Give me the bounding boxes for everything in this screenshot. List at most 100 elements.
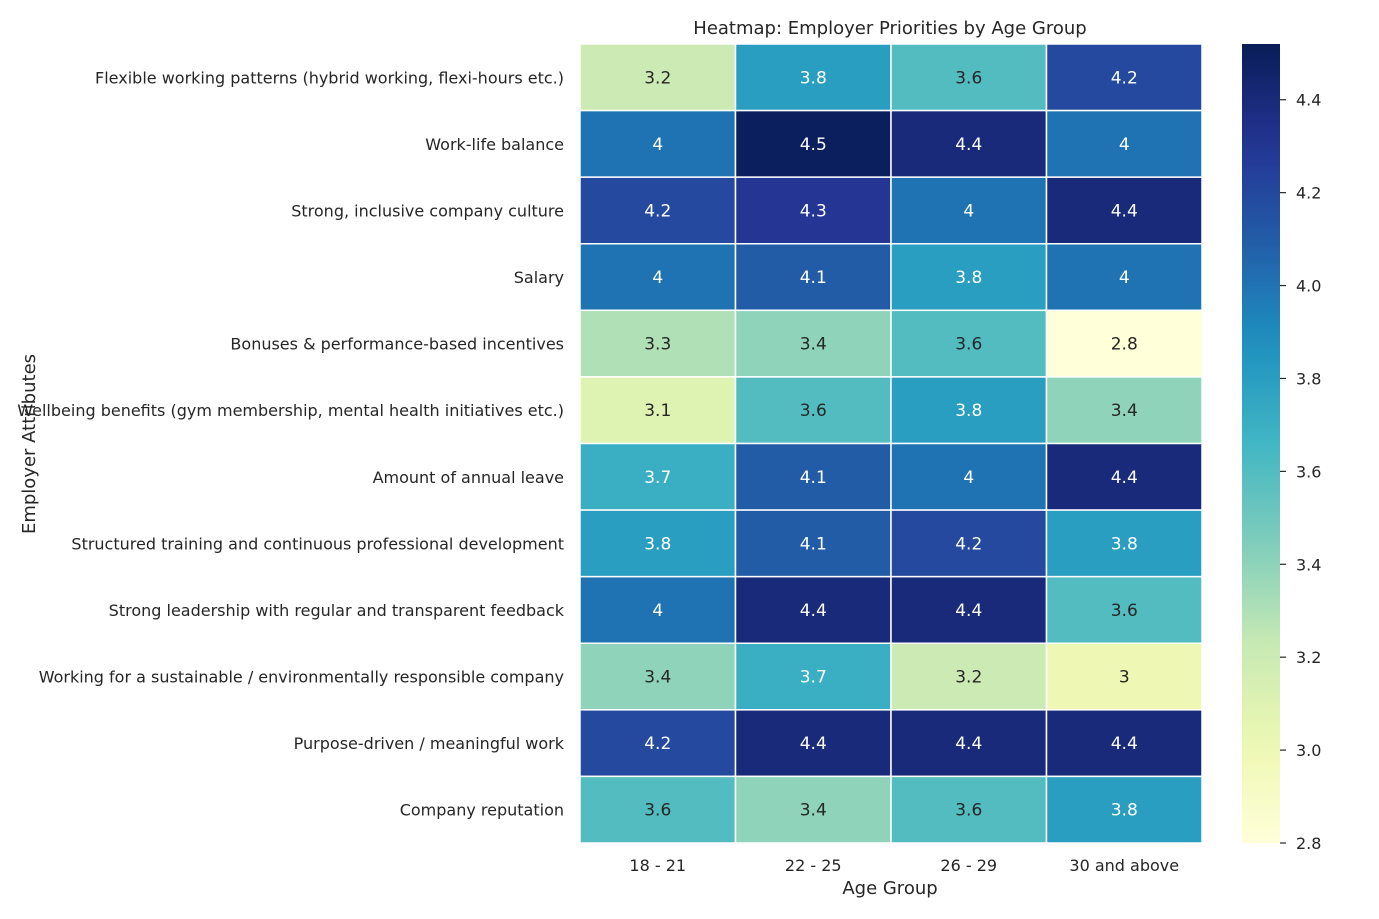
cell-value-label: 3.6 <box>955 68 982 88</box>
heatmap-cell <box>734 176 892 245</box>
heatmap-cell <box>890 642 1048 711</box>
heatmap-cell <box>734 775 892 844</box>
cell-annotations: 3.2 3.8 3.6 4.2 4 4.5 4.4 4 4.2 4.3 4 4.4 4 4.1 3.8 4 3.… <box>644 68 1138 820</box>
chart-title: Heatmap: Employer Priorities by Age Grou… <box>693 18 1086 39</box>
cell-value-label: 3 <box>1119 668 1130 688</box>
column-label: 22 - 25 <box>785 856 842 875</box>
colorbar-tick-label: 3.0 <box>1296 741 1321 760</box>
cell-value-label: 4.4 <box>1111 468 1138 488</box>
heatmap-cell <box>890 43 1048 112</box>
cell-value-label: 3.4 <box>1111 401 1138 421</box>
heatmap-cell <box>734 243 892 312</box>
cell-value-label: 3.1 <box>644 401 671 421</box>
cell-value-label: 2.8 <box>1111 335 1138 355</box>
colorbar-tick-label: 3.2 <box>1296 648 1321 667</box>
cell-value-label: 4 <box>963 468 974 488</box>
colorbar-tick-label: 3.6 <box>1296 462 1321 481</box>
cell-value-label: 3.3 <box>644 335 671 355</box>
cell-value-label: 3.7 <box>800 668 827 688</box>
heatmap-cell <box>1045 309 1203 378</box>
heatmap-cells <box>579 43 1203 844</box>
heatmap-cell <box>890 709 1048 778</box>
column-label: 18 - 21 <box>629 856 686 875</box>
colorbar-tick-label: 4.0 <box>1296 277 1321 296</box>
cell-value-label: 3.8 <box>644 534 671 554</box>
colorbar-ticks: 2.8 3.0 3.2 3.4 3.6 3.8 4.0 4.2 4.4 <box>1280 91 1321 853</box>
cell-value-label: 4 <box>652 268 663 288</box>
heatmap-cell <box>579 509 737 578</box>
heatmap-cell <box>1045 176 1203 245</box>
cell-value-label: 4.2 <box>955 534 982 554</box>
y-axis-label: Employer Attributes <box>19 354 40 534</box>
heatmap-cell <box>1045 43 1203 112</box>
cell-value-label: 4.4 <box>1111 734 1138 754</box>
row-label: Strong leadership with regular and trans… <box>109 601 565 620</box>
heatmap-cell <box>890 509 1048 578</box>
heatmap-cell <box>734 309 892 378</box>
cell-value-label: 4 <box>1119 268 1130 288</box>
cell-value-label: 4.3 <box>800 201 827 221</box>
row-label: Purpose-driven / meaningful work <box>294 734 565 753</box>
row-label: Company reputation <box>400 801 564 820</box>
cell-value-label: 3.6 <box>955 801 982 821</box>
heatmap-cell <box>1045 376 1203 445</box>
row-label: Wellbeing benefits (gym membership, ment… <box>17 401 564 420</box>
row-label: Flexible working patterns (hybrid workin… <box>95 68 564 87</box>
heatmap-cell <box>1045 243 1203 312</box>
cell-value-label: 4.4 <box>1111 201 1138 221</box>
cell-value-label: 4.1 <box>800 268 827 288</box>
cell-value-label: 4.2 <box>644 734 671 754</box>
cell-value-label: 3.7 <box>644 468 671 488</box>
heatmap-cell <box>1045 642 1203 711</box>
row-label: Amount of annual leave <box>373 468 564 487</box>
heatmap-cell <box>1045 709 1203 778</box>
cell-value-label: 4.2 <box>644 201 671 221</box>
cell-value-label: 3.4 <box>644 668 671 688</box>
colorbar-tick-label: 2.8 <box>1296 834 1321 853</box>
cell-value-label: 4.4 <box>800 601 827 621</box>
cell-value-label: 4 <box>1119 135 1130 155</box>
heatmap-cell <box>579 642 737 711</box>
heatmap-cell <box>1045 442 1203 511</box>
cell-value-label: 3.8 <box>1111 801 1138 821</box>
heatmap-cell <box>890 442 1048 511</box>
row-labels: Flexible working patterns (hybrid workin… <box>17 68 564 819</box>
heatmap-cell <box>1045 575 1203 645</box>
cell-value-label: 3.2 <box>644 68 671 88</box>
cell-value-label: 4.4 <box>955 601 982 621</box>
heatmap-cell <box>579 376 737 445</box>
heatmap-cell <box>734 709 892 778</box>
heatmap-cell <box>734 376 892 445</box>
colorbar-tick-label: 3.4 <box>1296 555 1321 574</box>
row-label: Strong, inclusive company culture <box>291 201 564 220</box>
column-labels: 18 - 21 22 - 25 26 - 29 30 and above <box>629 856 1179 875</box>
heatmap-cell <box>579 775 737 844</box>
cell-value-label: 3.8 <box>955 268 982 288</box>
cell-value-label: 3.6 <box>644 801 671 821</box>
row-label: Work-life balance <box>425 135 564 154</box>
cell-value-label: 3.6 <box>955 335 982 355</box>
cell-value-label: 3.8 <box>1111 534 1138 554</box>
cell-value-label: 3.8 <box>800 68 827 88</box>
cell-value-label: 4 <box>652 601 663 621</box>
colorbar-tick-label: 3.8 <box>1296 369 1321 388</box>
colorbar-tick-label: 4.2 <box>1296 184 1321 203</box>
cell-value-label: 4.2 <box>1111 68 1138 88</box>
heatmap-cell <box>734 109 892 178</box>
cell-value-label: 3.8 <box>955 401 982 421</box>
colorbar <box>1242 44 1280 843</box>
heatmap-cell <box>890 376 1048 445</box>
cell-value-label: 4 <box>963 201 974 221</box>
heatmap-cell <box>579 309 737 378</box>
cell-value-label: 3.4 <box>800 801 827 821</box>
heatmap-cell <box>579 43 737 112</box>
cell-value-label: 4.4 <box>955 135 982 155</box>
colorbar-tick-label: 4.4 <box>1296 91 1321 110</box>
cell-value-label: 4.4 <box>955 734 982 754</box>
cell-value-label: 4.4 <box>800 734 827 754</box>
row-label: Structured training and continuous profe… <box>71 534 564 553</box>
heatmap-cell <box>579 442 737 511</box>
heatmap-cell <box>890 309 1048 378</box>
row-label: Bonuses & performance-based incentives <box>230 335 564 354</box>
